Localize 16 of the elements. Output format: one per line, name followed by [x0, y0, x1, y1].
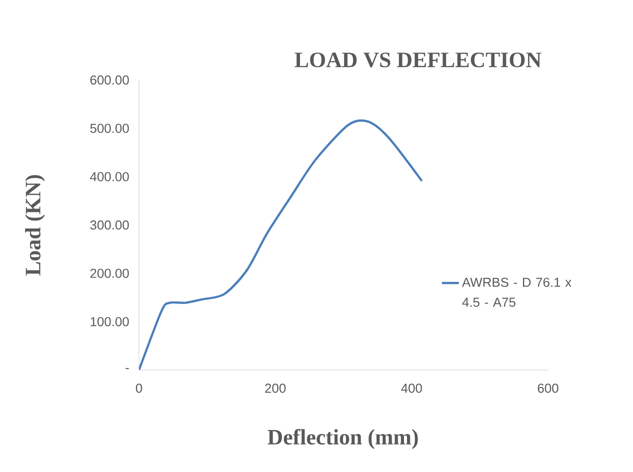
- y-tick-label: 400.00: [90, 172, 129, 182]
- legend-label: AWRBS - D 76.1 x 4.5 - A75: [462, 278, 572, 307]
- x-tick-label: 400: [401, 384, 422, 393]
- x-axis-title: Deflection (mm): [268, 428, 418, 450]
- y-tick-label: 300.00: [90, 220, 129, 230]
- y-axis-title: Load (KN): [25, 175, 45, 276]
- x-tick-label: 600: [538, 384, 558, 393]
- y-tick-label: 600.00: [90, 75, 129, 85]
- x-tick-label: 0: [136, 384, 142, 393]
- line-series: [139, 119, 423, 370]
- y-tick-label: -: [126, 368, 129, 370]
- y-tick-label: 200.00: [90, 268, 129, 278]
- chart-title: LOAD VS DEFLECTION: [294, 52, 542, 68]
- y-tick-label: 100.00: [90, 317, 129, 326]
- x-tick-label: 200: [265, 384, 286, 393]
- y-tick-label: 500.00: [90, 124, 129, 133]
